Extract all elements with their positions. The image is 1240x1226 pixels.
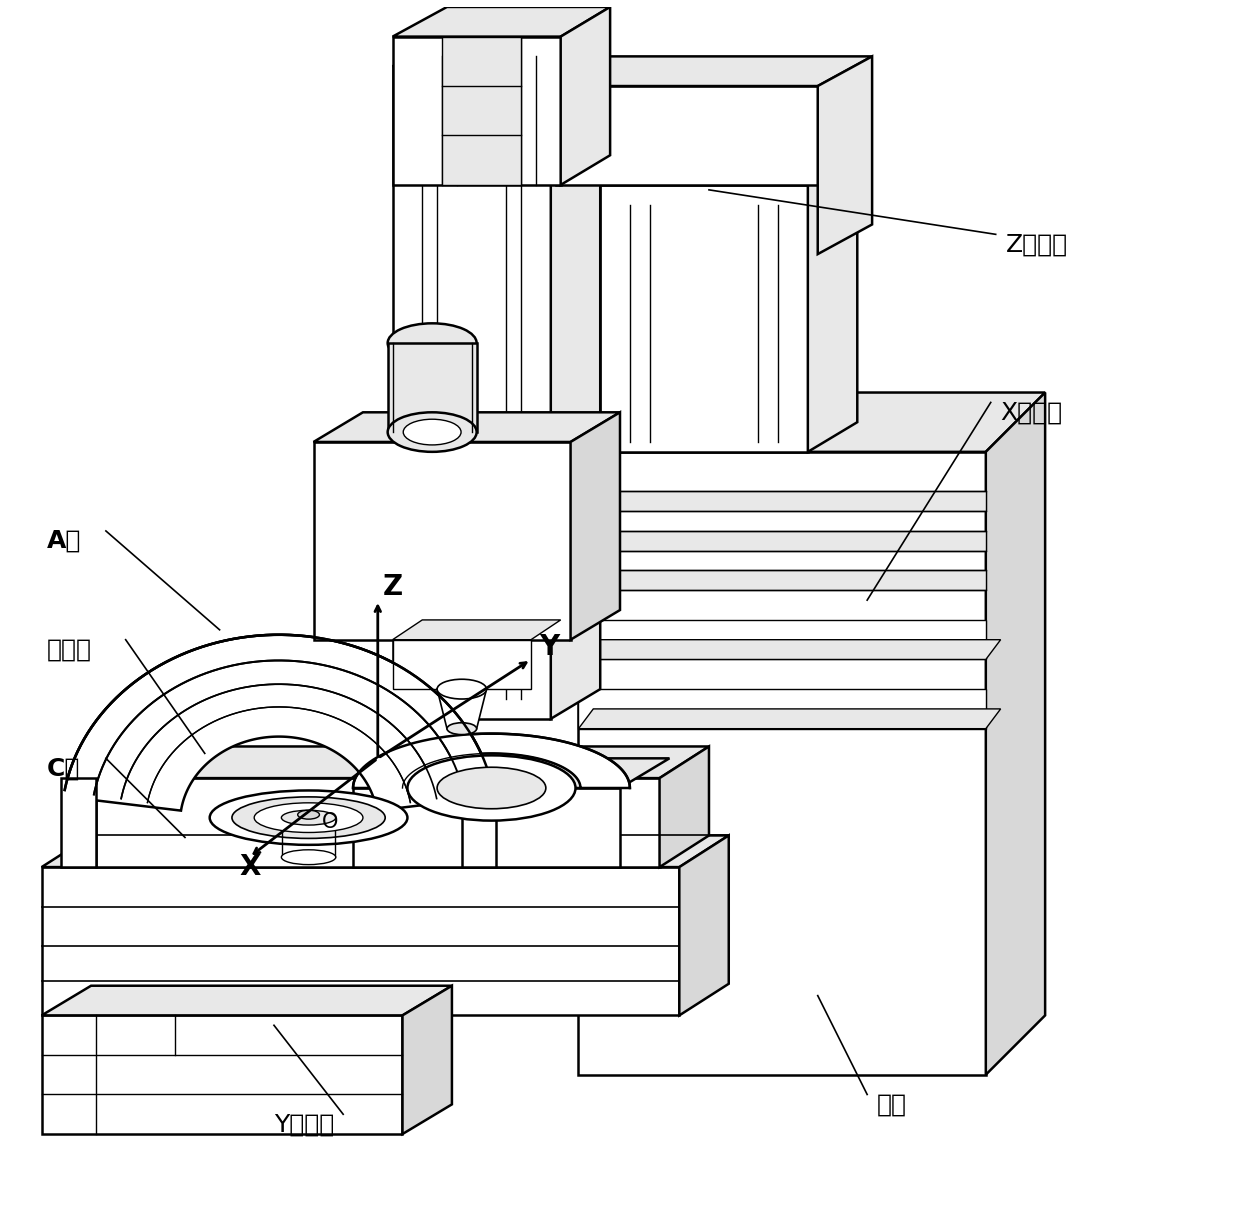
Polygon shape: [556, 56, 872, 86]
Text: 床身: 床身: [877, 1092, 906, 1117]
Polygon shape: [680, 835, 729, 1015]
Polygon shape: [579, 452, 986, 1075]
Ellipse shape: [446, 723, 476, 734]
Polygon shape: [393, 7, 610, 37]
Ellipse shape: [254, 803, 363, 832]
Ellipse shape: [436, 679, 486, 699]
Ellipse shape: [388, 412, 476, 452]
Polygon shape: [393, 620, 560, 640]
Polygon shape: [579, 570, 986, 590]
Polygon shape: [42, 867, 680, 1015]
Polygon shape: [560, 7, 610, 185]
Polygon shape: [986, 392, 1045, 1075]
Polygon shape: [353, 788, 620, 867]
Text: O: O: [321, 812, 337, 831]
Text: A轴: A轴: [47, 528, 81, 553]
Polygon shape: [579, 640, 1001, 660]
Polygon shape: [570, 412, 620, 640]
Polygon shape: [314, 441, 570, 640]
Text: X向导轨: X向导轨: [1001, 401, 1063, 424]
Polygon shape: [403, 986, 451, 1134]
Polygon shape: [388, 343, 476, 432]
Text: Y向导轨: Y向导轨: [274, 1112, 335, 1137]
Polygon shape: [579, 620, 986, 660]
Polygon shape: [579, 689, 986, 728]
Text: X: X: [239, 853, 260, 881]
Text: Z向导轨: Z向导轨: [1006, 232, 1068, 256]
Ellipse shape: [436, 767, 546, 809]
Polygon shape: [95, 779, 660, 867]
Polygon shape: [353, 733, 630, 788]
Polygon shape: [579, 392, 1045, 452]
Polygon shape: [551, 37, 600, 718]
Text: Z: Z: [383, 574, 403, 601]
Text: C轴: C轴: [47, 756, 79, 780]
Ellipse shape: [210, 791, 408, 845]
Text: Y: Y: [539, 633, 559, 661]
Polygon shape: [393, 640, 531, 689]
Ellipse shape: [388, 324, 476, 363]
Polygon shape: [600, 185, 807, 452]
Ellipse shape: [232, 797, 386, 839]
Ellipse shape: [298, 810, 320, 819]
Ellipse shape: [408, 755, 575, 820]
Polygon shape: [579, 492, 986, 511]
Polygon shape: [63, 635, 495, 810]
Polygon shape: [579, 531, 986, 550]
Polygon shape: [393, 37, 560, 185]
Polygon shape: [393, 37, 600, 66]
Polygon shape: [314, 412, 620, 441]
Polygon shape: [95, 747, 709, 779]
Polygon shape: [807, 156, 857, 452]
Polygon shape: [817, 56, 872, 254]
Polygon shape: [600, 156, 857, 185]
Polygon shape: [353, 759, 670, 788]
Polygon shape: [393, 66, 551, 718]
Polygon shape: [62, 779, 95, 867]
Text: 工作台: 工作台: [47, 638, 92, 662]
Polygon shape: [441, 37, 521, 185]
Polygon shape: [436, 689, 486, 728]
Polygon shape: [579, 709, 1001, 728]
Polygon shape: [42, 986, 451, 1015]
Polygon shape: [660, 747, 709, 867]
Ellipse shape: [403, 419, 461, 445]
Ellipse shape: [281, 810, 336, 825]
Polygon shape: [42, 1015, 403, 1134]
Polygon shape: [461, 779, 496, 867]
Ellipse shape: [281, 850, 336, 864]
Polygon shape: [556, 86, 817, 185]
Polygon shape: [42, 835, 729, 867]
